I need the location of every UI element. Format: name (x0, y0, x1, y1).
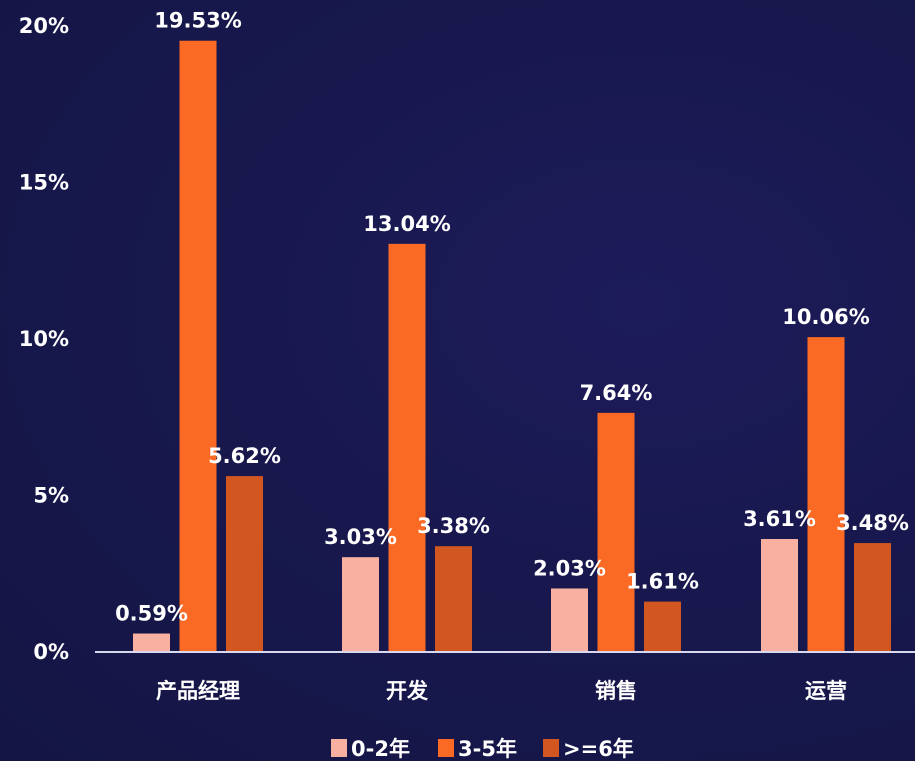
data-label: 10.06% (782, 305, 869, 329)
bar (854, 543, 891, 652)
y-tick-label: 0% (33, 640, 69, 664)
legend-swatch (438, 739, 454, 757)
data-label: 2.03% (533, 556, 606, 580)
legend-swatch (543, 739, 559, 757)
x-category-label: 运营 (805, 679, 847, 703)
data-label: 5.62% (208, 444, 281, 468)
bar (597, 412, 635, 652)
data-label: 0.59% (115, 602, 188, 626)
y-tick-label: 10% (19, 327, 69, 351)
bar (226, 476, 263, 652)
y-tick-label: 20% (19, 14, 69, 38)
bar (388, 243, 426, 652)
data-label: 7.64% (580, 381, 653, 405)
bar (435, 546, 472, 652)
bar (179, 40, 217, 652)
x-category-label: 产品经理 (156, 679, 240, 703)
y-tick-label: 15% (19, 171, 69, 195)
legend-swatch (331, 739, 347, 757)
x-category-label: 销售 (595, 679, 637, 703)
bar (644, 601, 681, 652)
bar (133, 633, 170, 652)
legend-label: 0-2年 (351, 737, 410, 761)
data-label: 3.48% (836, 511, 909, 535)
x-category-label: 开发 (386, 679, 429, 703)
data-label: 3.03% (324, 525, 397, 549)
legend-label: >=6年 (563, 737, 634, 761)
data-label: 19.53% (154, 9, 241, 33)
data-label: 1.61% (626, 570, 699, 594)
bar (807, 337, 845, 652)
data-label: 13.04% (363, 212, 450, 236)
bar (551, 588, 588, 652)
bar (761, 539, 798, 652)
y-tick-label: 5% (33, 484, 69, 508)
bar (342, 557, 379, 652)
data-label: 3.38% (417, 514, 490, 538)
legend-label: 3-5年 (458, 737, 517, 761)
data-label: 3.61% (743, 507, 816, 531)
